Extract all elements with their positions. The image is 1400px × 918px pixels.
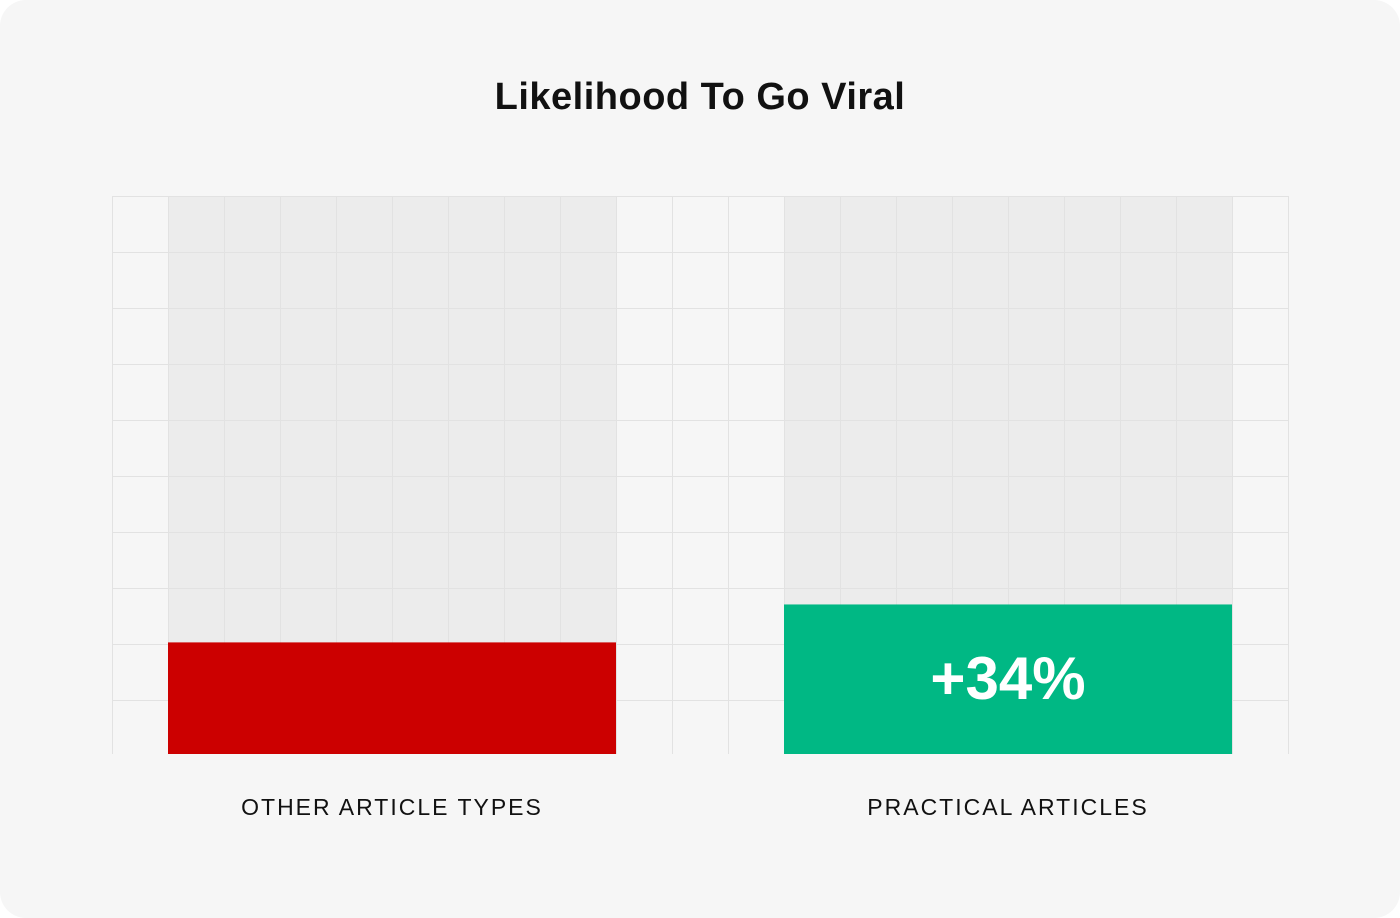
x-tick-label-0: OTHER ARTICLE TYPES: [241, 794, 543, 820]
chart-title: Likelihood To Go Viral: [494, 76, 906, 118]
x-axis-tick-labels: OTHER ARTICLE TYPES PRACTICAL ARTICLES: [241, 794, 1148, 820]
bar-0: [168, 642, 616, 754]
data-labels: +34%: [930, 645, 1085, 712]
bars: [168, 604, 1232, 754]
bar-1: [784, 604, 1232, 754]
data-label-1: +34%: [930, 645, 1085, 712]
x-tick-label-1: PRACTICAL ARTICLES: [867, 794, 1148, 820]
